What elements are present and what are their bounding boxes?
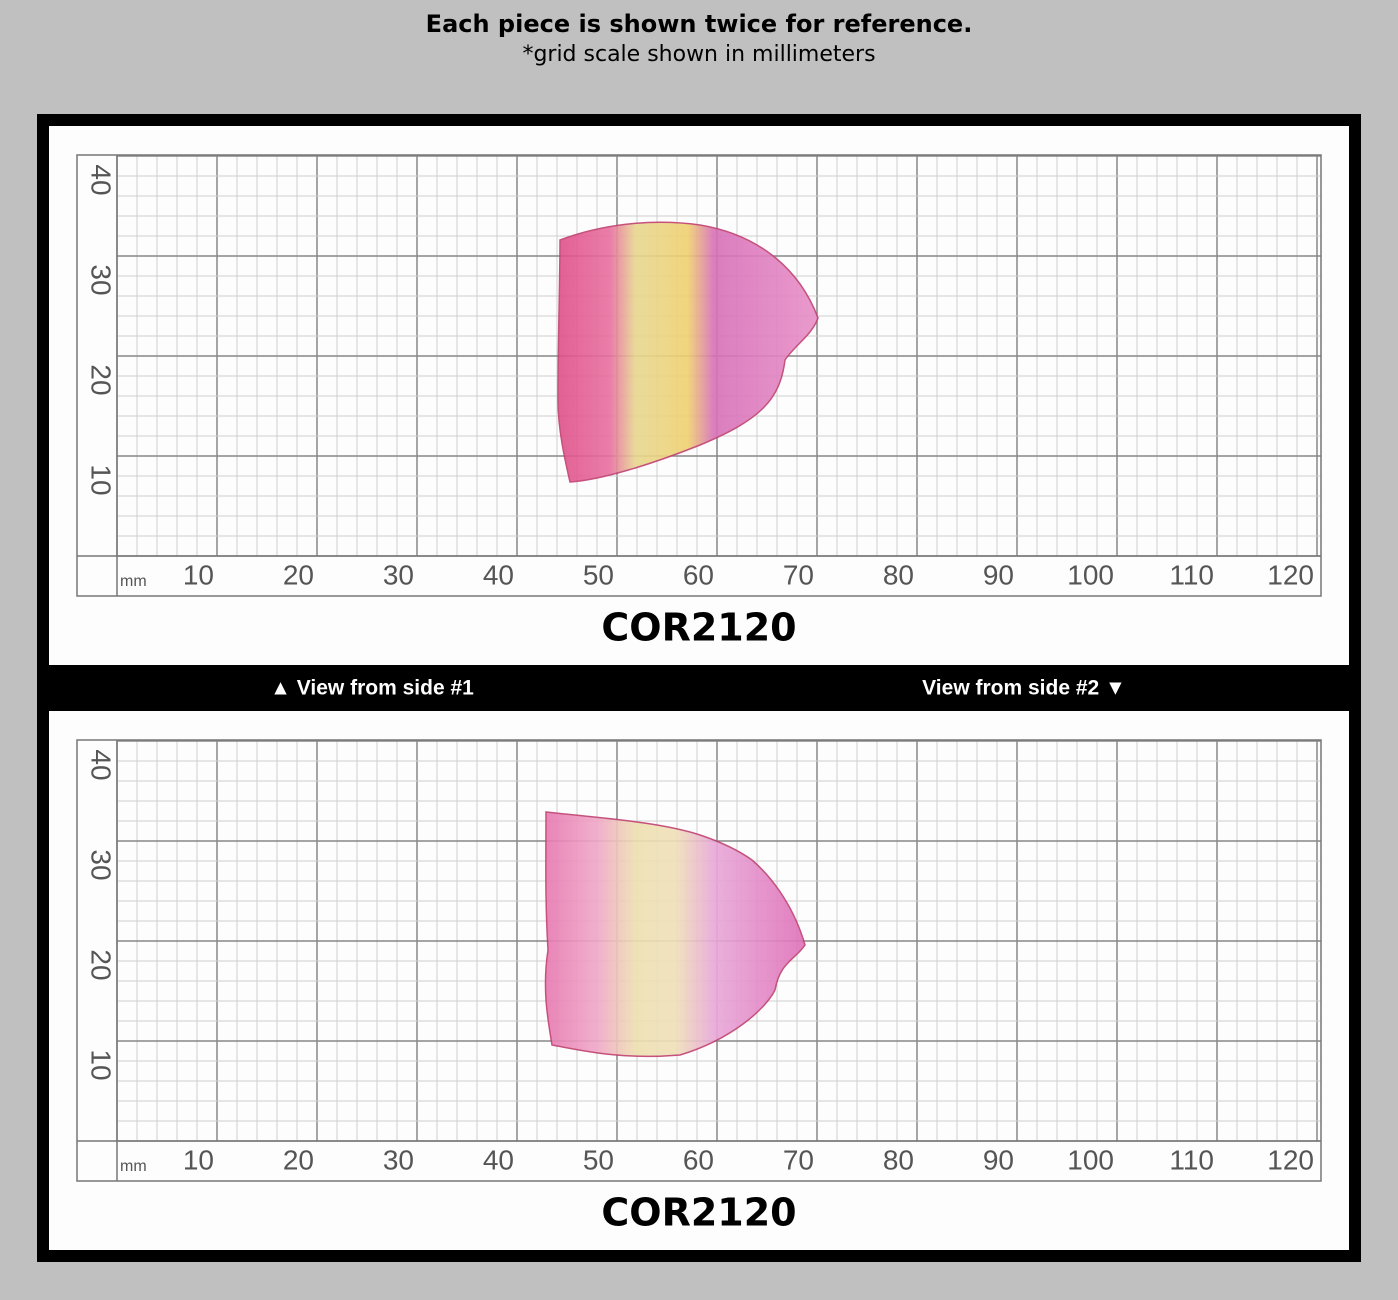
x-tick-label: 30 xyxy=(383,559,414,590)
piece-label: COR2120 xyxy=(601,606,796,650)
x-tick-label: 60 xyxy=(683,559,714,590)
grid-border xyxy=(76,739,1322,1182)
x-tick-label: 80 xyxy=(883,1144,914,1175)
x-tick-label: 110 xyxy=(1169,559,1214,590)
divider-left: ▲ View from side #1 xyxy=(270,677,474,700)
title: Each piece is shown twice for reference. xyxy=(426,10,973,38)
gemstone xyxy=(557,221,819,483)
y-tick-label: 30 xyxy=(86,849,117,880)
x-tick-label: 70 xyxy=(783,559,814,590)
x-tick-label: 100 xyxy=(1067,559,1114,590)
panels: mm 10 20 30 40 50 60 70 80 90 100 110 120 10 20 30 40 COR… xyxy=(49,126,1349,1250)
x-tick-label: 40 xyxy=(483,1144,514,1175)
x-tick-label: 90 xyxy=(983,1144,1014,1175)
y-tick-label: 10 xyxy=(86,1049,117,1080)
piece-label: COR2120 xyxy=(601,1191,796,1235)
x-tick-label: 110 xyxy=(1169,1144,1214,1175)
y-tick-label: 30 xyxy=(86,264,117,295)
divider-right: View from side #2 ▼ xyxy=(922,677,1126,700)
y-tick-label: 20 xyxy=(86,364,117,395)
panel: mm 10 20 30 40 50 60 70 80 90 100 110 120 10 20 30 40 COR… xyxy=(49,711,1349,1250)
x-tick-label: 30 xyxy=(383,1144,414,1175)
x-tick-label: 80 xyxy=(883,559,914,590)
x-tick-label: 90 xyxy=(983,559,1014,590)
x-tick-label: 10 xyxy=(183,1144,214,1175)
y-tick-label: 40 xyxy=(86,749,117,780)
subtitle: *grid scale shown in millimeters xyxy=(522,42,875,67)
x-tick-label: 60 xyxy=(683,1144,714,1175)
grid-border xyxy=(76,154,1322,597)
x-tick-label: 120 xyxy=(1267,1144,1314,1175)
y-tick-label: 40 xyxy=(86,164,117,195)
x-tick-label: 40 xyxy=(483,559,514,590)
x-tick-label: 100 xyxy=(1067,1144,1114,1175)
x-tick-label: 20 xyxy=(283,559,314,590)
x-tick-label: 70 xyxy=(783,1144,814,1175)
y-tick-label: 20 xyxy=(86,949,117,980)
x-tick-label: 10 xyxy=(183,559,214,590)
x-tick-label: 120 xyxy=(1267,559,1314,590)
x-tick-label: 50 xyxy=(583,559,614,590)
unit-label: mm xyxy=(120,1158,147,1175)
x-tick-label: 20 xyxy=(283,1144,314,1175)
gemstone xyxy=(544,811,806,1058)
y-tick-label: 10 xyxy=(86,464,117,495)
x-tick-label: 50 xyxy=(583,1144,614,1175)
panel: mm 10 20 30 40 50 60 70 80 90 100 110 120 10 20 30 40 COR… xyxy=(49,126,1349,665)
unit-label: mm xyxy=(120,573,147,590)
